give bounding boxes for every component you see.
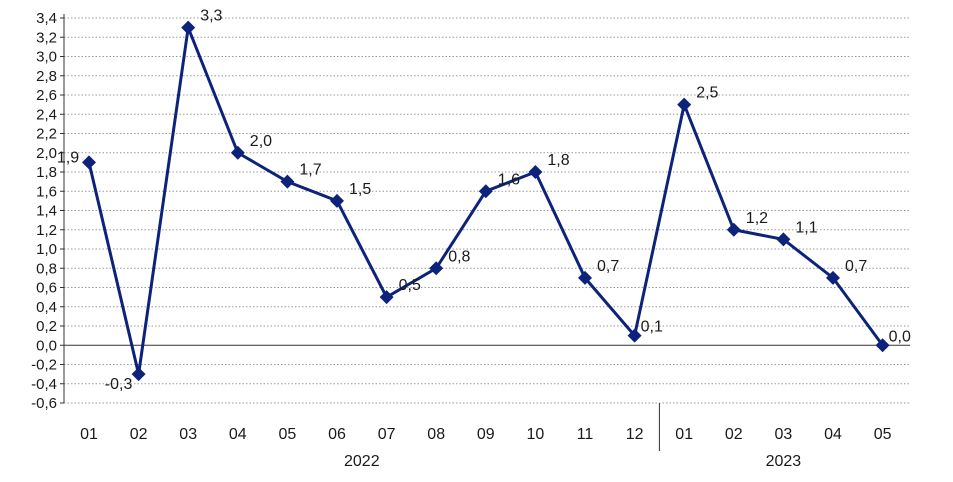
data-label: 3,3: [200, 8, 222, 25]
data-point-marker: [826, 270, 840, 285]
y-tick-label: 2,6: [36, 87, 57, 104]
data-point-marker: [82, 155, 96, 170]
y-tick-label: -0,6: [31, 395, 57, 412]
x-tick-label: 02: [725, 426, 743, 443]
x-tick-label: 04: [824, 426, 842, 443]
x-tick-label: 08: [427, 426, 445, 443]
data-label: 0,8: [448, 248, 470, 265]
y-tick-label: 1,2: [36, 222, 57, 239]
series-line-path: [87, 21, 884, 375]
y-axis-ticks: 3,4 3,2 3,0 2,8 2,6 2,4 2,2 2,0 1,8 1,6 1,4 1,2 1,0 0…: [31, 10, 57, 412]
y-tick-label: 2,2: [36, 126, 57, 143]
year-label: 2022: [344, 453, 380, 470]
data-point-marker: [627, 328, 642, 343]
x-tick-label: 10: [527, 426, 545, 443]
data-label: -0,3: [105, 376, 133, 393]
data-point-marker: [330, 193, 344, 208]
y-tick-label: -0,4: [31, 376, 57, 393]
y-tick-label: 3,4: [36, 10, 57, 27]
data-label: 1,2: [746, 210, 768, 227]
data-label: 2,0: [250, 133, 272, 150]
data-point-marker: [677, 97, 692, 112]
y-tick-label: 0,4: [36, 299, 57, 316]
data-label: 0,0: [889, 328, 911, 345]
x-tick-label: 05: [279, 426, 297, 443]
data-point-marker: [379, 290, 394, 305]
x-tick-label: 02: [130, 426, 148, 443]
y-tick-label: 2,0: [36, 145, 57, 162]
y-tick-label: 0,8: [36, 260, 57, 277]
data-point-marker: [776, 232, 791, 247]
x-tick-label: 03: [775, 426, 793, 443]
data-point-marker: [478, 184, 493, 199]
y-tick-label: 1,4: [36, 203, 57, 220]
y-tick-label: 1,8: [36, 164, 57, 181]
data-point-marker: [578, 270, 592, 285]
data-label: 2,5: [696, 85, 718, 102]
y-tick-label: 0,6: [36, 280, 57, 297]
x-tick-label: 07: [378, 426, 396, 443]
x-tick-label: 09: [477, 426, 495, 443]
data-point-marker: [726, 222, 741, 237]
year-label: 2023: [766, 453, 802, 470]
y-tick-label: 1,6: [36, 183, 57, 200]
data-point-marker: [181, 20, 196, 35]
y-tick-label: 3,0: [36, 49, 57, 66]
y-tick-label: 2,8: [36, 68, 57, 85]
series-line: [87, 21, 884, 375]
x-tick-label: 12: [626, 426, 644, 443]
x-tick-label: 04: [229, 426, 247, 443]
x-tick-label: 01: [80, 426, 98, 443]
grid-lines: [64, 17, 910, 404]
x-tick-label: 01: [675, 426, 693, 443]
year-labels: 2022 2023: [344, 453, 801, 470]
data-label: 0,7: [845, 258, 867, 275]
y-tick-label: 0,0: [36, 337, 57, 354]
x-tick-label: 03: [179, 426, 197, 443]
y-tick-label: 2,4: [36, 106, 57, 123]
y-tick-label: 0,2: [36, 318, 57, 335]
data-label: 0,1: [641, 319, 663, 336]
data-point-marker: [875, 338, 890, 353]
data-label: 1,1: [795, 219, 817, 236]
data-point-marker: [528, 165, 543, 179]
x-axis-ticks: 01 02 03 04 05 06 07 08 09 10 11 12 01 02 03 04 05: [80, 426, 891, 443]
data-markers: [82, 20, 890, 382]
data-point-marker: [429, 261, 444, 276]
y-tick-label: 1,0: [36, 241, 57, 258]
data-label: 1,7: [299, 162, 321, 179]
x-tick-label: 06: [328, 426, 346, 443]
data-label: 1,9: [57, 149, 79, 166]
y-tick-label: -0,2: [31, 357, 57, 374]
data-labels: 1,9 -0,3 3,3 2,0 1,7 1,5 0,5 0,8 1,6 1,8 0,7 0,1 2,5…: [57, 8, 911, 394]
x-tick-label: 05: [874, 426, 892, 443]
data-point-marker: [230, 145, 245, 160]
data-label: 0,5: [399, 277, 421, 294]
data-label: 0,7: [597, 258, 619, 275]
data-label: 1,5: [349, 181, 371, 198]
x-tick-label: 11: [577, 426, 594, 443]
data-label: 1,8: [547, 152, 569, 169]
axes: [60, 14, 910, 451]
data-point-marker: [280, 174, 295, 189]
data-label: 1,6: [498, 171, 520, 188]
data-point-marker: [131, 367, 146, 382]
y-tick-label: 3,2: [36, 29, 57, 46]
